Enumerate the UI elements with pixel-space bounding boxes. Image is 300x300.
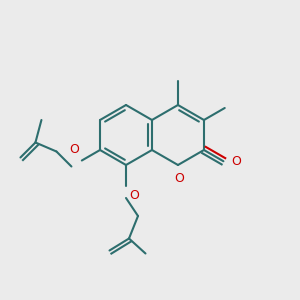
Text: O: O <box>231 155 241 168</box>
Text: O: O <box>175 172 184 185</box>
Text: O: O <box>129 189 139 202</box>
Text: O: O <box>69 143 79 156</box>
